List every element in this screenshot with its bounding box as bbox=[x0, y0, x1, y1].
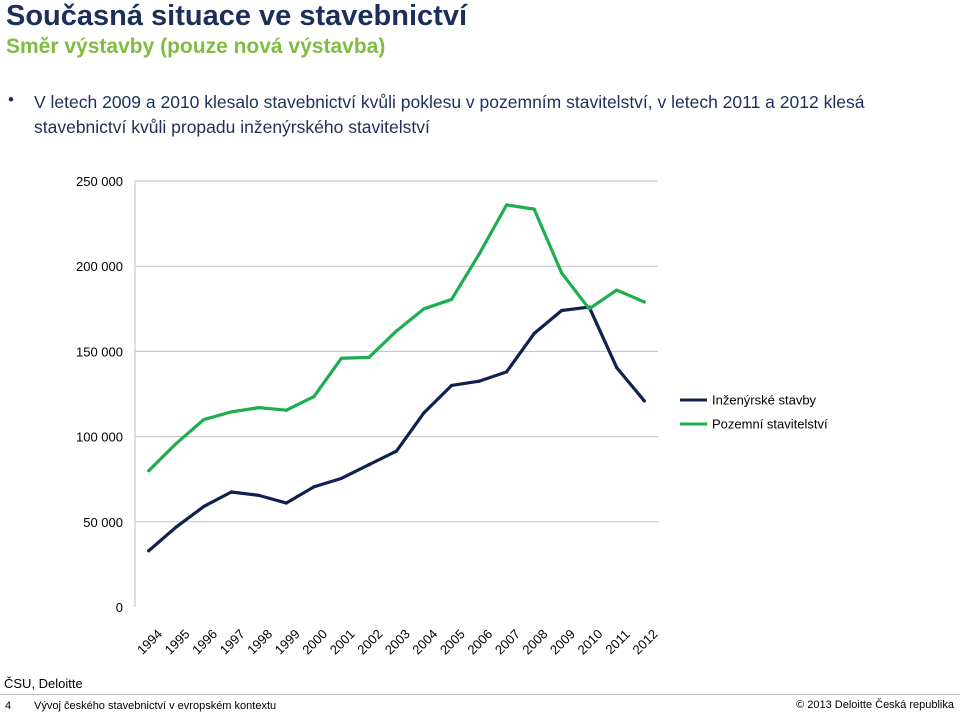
y-tick-label: 50 000 bbox=[83, 515, 123, 530]
x-tick-label: 1999 bbox=[272, 626, 303, 657]
x-tick-label: 1998 bbox=[244, 626, 275, 657]
data-point bbox=[505, 203, 509, 207]
data-point bbox=[312, 394, 316, 399]
x-tick-label: 2001 bbox=[327, 626, 358, 657]
data-point bbox=[202, 504, 206, 509]
data-point bbox=[367, 355, 371, 359]
chart-series bbox=[147, 203, 646, 553]
data-point bbox=[642, 399, 646, 403]
x-tick-label: 2007 bbox=[492, 626, 523, 657]
data-point bbox=[147, 549, 151, 553]
y-tick-label: 250 000 bbox=[76, 174, 123, 189]
data-point bbox=[229, 410, 233, 414]
series-line-pozemni-stavitelstvi bbox=[147, 203, 646, 473]
x-tick-label: 2005 bbox=[437, 626, 468, 657]
data-point bbox=[174, 441, 178, 446]
line-chart: 0 50 000 100 000 150 000 200 000 250 000 1994… bbox=[76, 174, 828, 657]
data-point bbox=[284, 501, 288, 505]
chart-grid bbox=[134, 180, 658, 607]
x-tick-label: 2011 bbox=[602, 627, 632, 657]
data-point bbox=[202, 417, 206, 422]
bullet-symbol: • bbox=[8, 90, 14, 109]
y-tick-label: 200 000 bbox=[76, 259, 123, 274]
x-tick-label: 2010 bbox=[574, 626, 605, 657]
data-point bbox=[532, 331, 536, 336]
data-point bbox=[532, 207, 536, 211]
data-point bbox=[147, 469, 151, 473]
x-axis-ticks: 1994199519961997199819992000200120022003… bbox=[134, 626, 661, 657]
x-tick-label: 1996 bbox=[189, 626, 220, 657]
legend-label: Inženýrské stavby bbox=[712, 393, 817, 408]
data-point bbox=[394, 329, 399, 333]
series-line-inzenyrske-stavby bbox=[147, 305, 646, 553]
bullet-text: V letech 2009 a 2010 klesalo stavebnictv… bbox=[34, 92, 865, 137]
x-tick-label: 2009 bbox=[547, 626, 578, 657]
source-note: ČSU, Deloitte bbox=[4, 676, 83, 691]
data-point bbox=[587, 307, 591, 311]
chart-legend: Inženýrské stavby Pozemní stavitelství bbox=[680, 393, 828, 432]
y-tick-label: 100 000 bbox=[76, 430, 123, 445]
y-axis-ticks: 0 50 000 100 000 150 000 200 000 250 000 bbox=[76, 174, 123, 615]
footer-title: Vývoj českého stavebnictví v evropském k… bbox=[34, 700, 277, 712]
data-point bbox=[394, 449, 399, 453]
y-tick-label: 150 000 bbox=[76, 344, 123, 359]
data-point bbox=[174, 525, 178, 529]
page-number: 4 bbox=[5, 700, 12, 712]
footer-divider bbox=[0, 694, 960, 695]
page-subtitle: Směr výstavby (pouze nová výstavba) bbox=[6, 35, 386, 58]
x-tick-label: 2012 bbox=[630, 626, 661, 657]
legend-label: Pozemní stavitelství bbox=[712, 417, 828, 432]
data-point bbox=[422, 411, 426, 415]
data-point bbox=[615, 288, 619, 292]
footer-copyright: © 2013 Deloitte Česká republika bbox=[796, 699, 954, 711]
bullet-point: • V letech 2009 a 2010 klesalo stavebnic… bbox=[8, 90, 938, 140]
data-point bbox=[339, 356, 344, 360]
page-title: Současná situace ve stavebnictví bbox=[6, 0, 467, 32]
x-tick-label: 1997 bbox=[217, 626, 248, 657]
data-point bbox=[642, 300, 646, 304]
data-point bbox=[422, 307, 426, 311]
data-point bbox=[615, 365, 619, 370]
data-point bbox=[560, 271, 564, 275]
data-point bbox=[229, 490, 233, 494]
data-point bbox=[312, 485, 316, 489]
data-point bbox=[339, 476, 344, 480]
data-point bbox=[505, 370, 509, 374]
data-point bbox=[449, 383, 454, 388]
data-point bbox=[257, 493, 261, 497]
data-point bbox=[560, 308, 564, 313]
data-point bbox=[284, 408, 288, 412]
x-tick-label: 2004 bbox=[409, 626, 440, 657]
data-point bbox=[477, 252, 481, 256]
data-point bbox=[257, 406, 261, 410]
x-tick-label: 2000 bbox=[299, 626, 330, 657]
x-tick-label: 1994 bbox=[134, 626, 165, 657]
x-tick-label: 2003 bbox=[382, 626, 413, 657]
data-point bbox=[449, 297, 454, 302]
data-point bbox=[367, 463, 371, 467]
x-tick-label: 2006 bbox=[464, 626, 495, 657]
data-point bbox=[477, 379, 481, 383]
y-tick-label: 0 bbox=[116, 600, 123, 615]
x-tick-label: 2002 bbox=[354, 626, 385, 657]
x-tick-label: 2008 bbox=[519, 626, 550, 657]
x-tick-label: 1995 bbox=[162, 626, 193, 657]
